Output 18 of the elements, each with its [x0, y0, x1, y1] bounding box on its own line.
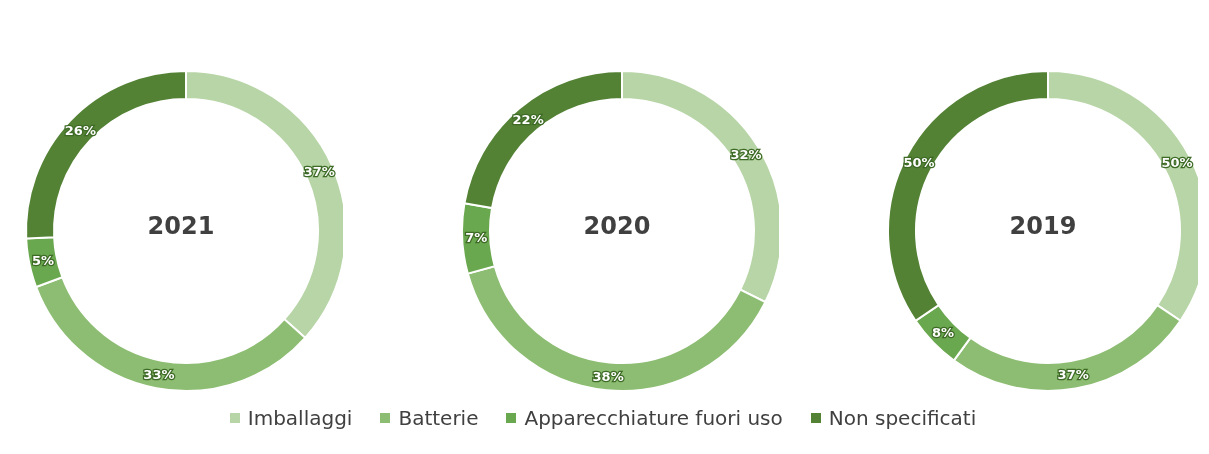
data-label: 5%	[31, 252, 55, 268]
text: 2019	[1009, 212, 1077, 240]
data-label: 50%	[1161, 155, 1193, 171]
data-label: 8%	[932, 325, 955, 341]
legend-label: Non specificati	[828, 406, 977, 430]
legend-label: Apparecchiature fuori uso	[524, 406, 783, 430]
data-label: 50%	[903, 155, 935, 171]
text: 2021	[147, 212, 215, 240]
data-label: 37%	[1057, 367, 1089, 383]
data-label: 7%	[465, 230, 488, 246]
legend-label: Batterie	[398, 406, 479, 430]
data-label: 38%	[592, 368, 624, 384]
legend-label: Imballaggi	[247, 406, 353, 430]
data-label: 33%	[143, 366, 175, 382]
data-label: 26%	[64, 122, 96, 138]
data-label: 32%	[730, 146, 762, 162]
text: 2020	[583, 212, 651, 240]
data-label: 22%	[512, 111, 544, 127]
